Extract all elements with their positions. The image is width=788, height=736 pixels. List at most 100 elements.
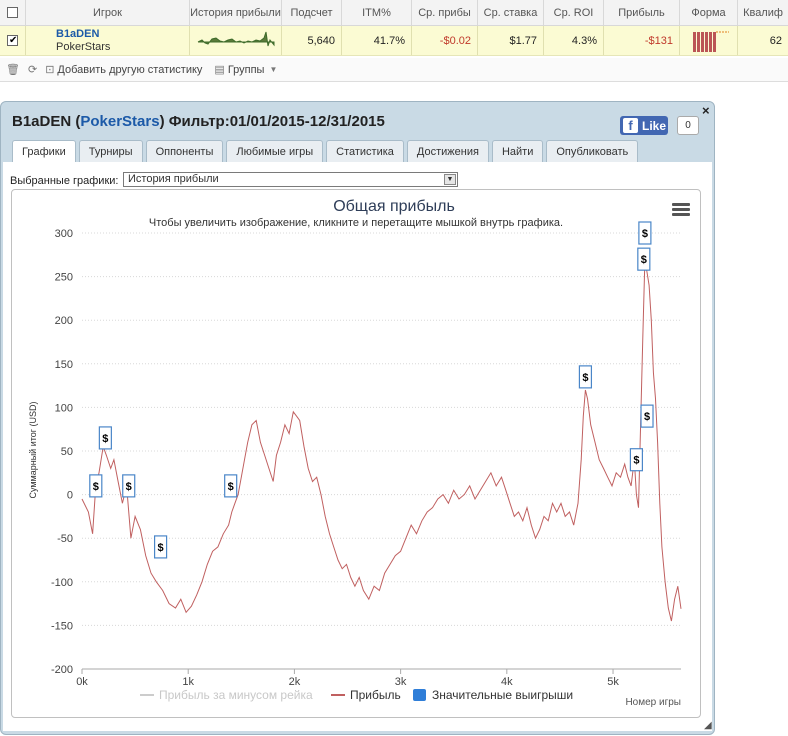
tab-favorite-games[interactable]: Любимые игры <box>226 140 324 162</box>
y-tick-label: 300 <box>55 228 73 240</box>
y-tick-label: 250 <box>55 272 73 284</box>
avg-profit-value: -$0.02 <box>412 26 478 55</box>
tab-charts[interactable]: Графики <box>12 140 76 163</box>
big-win-marker[interactable]: $ <box>629 448 643 472</box>
form-bars <box>680 26 738 55</box>
x-tick-label: 5k <box>607 676 619 688</box>
big-win-marker-box[interactable] <box>122 474 136 498</box>
y-tick-label: -50 <box>57 533 73 545</box>
like-count: 0 <box>677 116 699 135</box>
chart-select[interactable]: История прибыли ▼ <box>123 172 458 187</box>
x-tick-label: 1k <box>182 676 194 688</box>
tab-statistics[interactable]: Статистика <box>326 140 404 162</box>
series-line-profit[interactable] <box>81 259 682 622</box>
row-checkbox[interactable] <box>0 26 26 55</box>
column-header-player[interactable]: Игрок <box>26 0 190 25</box>
column-header-profit[interactable]: Прибыль <box>604 0 680 25</box>
column-header-itm[interactable]: ITM% <box>342 0 412 25</box>
big-win-marker-label: $ <box>93 481 99 493</box>
big-win-marker-label: $ <box>642 228 648 240</box>
big-win-marker[interactable]: $ <box>638 221 652 245</box>
profit-history-sparkline[interactable] <box>190 26 282 55</box>
big-win-marker-label: $ <box>633 455 639 467</box>
select-all-checkbox[interactable] <box>0 0 26 25</box>
facebook-like-button[interactable]: f Like <box>620 116 668 135</box>
player-cell[interactable]: B1aDEN PokerStars <box>26 26 190 55</box>
big-win-marker-box[interactable] <box>89 474 103 498</box>
column-header-avg-roi[interactable]: Ср. ROI <box>544 0 604 25</box>
legend-label: Прибыль <box>350 688 401 702</box>
column-header-avg-stake[interactable]: Ср. ставка <box>478 0 544 25</box>
resize-handle-icon[interactable]: ◢ <box>704 720 712 731</box>
big-win-marker-label: $ <box>582 372 588 384</box>
legend-item[interactable]: Прибыль за минусом рейка <box>140 688 313 702</box>
chart-title: Общая прибыль <box>333 198 455 215</box>
y-tick-label: 50 <box>61 446 73 458</box>
big-win-marker-label: $ <box>126 481 132 493</box>
column-header-form[interactable]: Форма <box>680 0 738 25</box>
chart-subtitle: Чтобы увеличить изображение, кликните и … <box>148 217 564 229</box>
big-win-marker-box[interactable] <box>629 448 643 472</box>
big-win-marker-box[interactable] <box>98 426 112 450</box>
y-tick-label: -100 <box>51 577 73 589</box>
big-win-marker-box[interactable] <box>153 535 168 559</box>
player-site: PokerStars <box>56 41 111 53</box>
y-tick-label: 150 <box>55 359 73 371</box>
groups-dropdown[interactable]: Группы <box>227 63 265 76</box>
chart-container[interactable] <box>11 189 701 718</box>
legend-item[interactable]: Значительные выигрыши <box>413 688 573 702</box>
big-win-marker-label: $ <box>228 481 234 493</box>
column-header-avg-profit[interactable]: Ср. прибы <box>412 0 478 25</box>
big-win-marker[interactable]: $ <box>224 474 238 498</box>
chart-select-label: Выбранные графики: <box>10 175 119 187</box>
big-win-marker-box[interactable] <box>224 474 238 498</box>
count-value: 5,640 <box>282 26 342 55</box>
y-tick-label: -150 <box>51 620 73 632</box>
add-stat-link[interactable]: Добавить другую статистику <box>57 63 203 76</box>
popup-site-link[interactable]: PokerStars <box>80 113 160 130</box>
tab-achievements[interactable]: Достижения <box>406 140 489 162</box>
column-header-count[interactable]: Подсчет <box>282 0 342 25</box>
big-win-marker[interactable]: $ <box>89 474 103 498</box>
chevron-down-icon[interactable]: ▼ <box>444 174 456 185</box>
chart-menu-icon[interactable] <box>672 203 690 218</box>
column-header-profit-history[interactable]: История прибыли <box>190 0 282 25</box>
big-win-marker[interactable]: $ <box>640 404 654 428</box>
tab-find[interactable]: Найти <box>491 140 544 162</box>
tab-opponents[interactable]: Оппоненты <box>145 140 224 162</box>
big-win-marker-box[interactable] <box>640 404 654 428</box>
y-tick-label: 0 <box>67 490 73 502</box>
chevron-down-icon[interactable]: ▼ <box>269 65 278 74</box>
big-win-marker[interactable]: $ <box>153 535 168 559</box>
qualif-value: 62 <box>769 34 782 47</box>
big-win-marker-label: $ <box>641 254 647 266</box>
profit-value: -$131 <box>604 26 680 55</box>
close-icon[interactable]: × <box>702 103 710 118</box>
big-win-marker[interactable]: $ <box>98 426 112 450</box>
big-win-marker[interactable]: $ <box>637 247 651 271</box>
big-win-marker-label: $ <box>102 433 108 445</box>
player-name-link[interactable]: B1aDEN <box>56 28 100 40</box>
big-win-marker-box[interactable] <box>637 247 651 271</box>
table-toolbar: 🗑 ⟳ ⊡ Добавить другую статистику ▤ Групп… <box>0 58 788 82</box>
big-win-marker-box[interactable] <box>638 221 652 245</box>
big-win-marker-box[interactable] <box>578 365 593 389</box>
facebook-icon: f <box>623 118 638 133</box>
column-header-qualif[interactable]: Квалиф <box>743 6 783 19</box>
tab-publish[interactable]: Опубликовать <box>546 140 639 162</box>
table-row[interactable]: B1aDEN PokerStars 5,640 41.7% -$0.02 $1.… <box>0 26 788 56</box>
legend-item[interactable]: Прибыль <box>331 688 401 702</box>
trash-icon[interactable]: 🗑 <box>6 64 20 76</box>
tab-tournaments[interactable]: Турниры <box>78 140 143 162</box>
y-tick-label: 100 <box>55 402 73 414</box>
avg-stake-value: $1.77 <box>478 26 544 55</box>
big-win-marker[interactable]: $ <box>122 474 136 498</box>
big-win-marker-label: $ <box>158 542 164 554</box>
big-win-marker[interactable]: $ <box>578 365 593 389</box>
y-tick-label: -200 <box>51 664 73 676</box>
stats-table-header: Игрок История прибыли Подсчет ITM% Ср. п… <box>0 0 788 26</box>
y-tick-label: 200 <box>55 315 73 327</box>
legend-swatch <box>413 689 426 701</box>
refresh-icon[interactable]: ⟳ <box>27 64 38 76</box>
